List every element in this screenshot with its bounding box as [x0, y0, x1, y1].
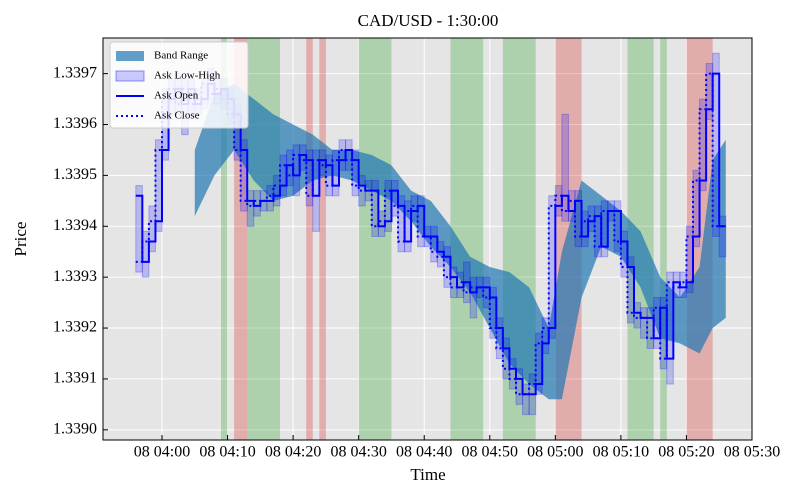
- x-axis-label: Time: [410, 465, 445, 484]
- x-tick-label: 08 04:30: [330, 444, 386, 461]
- band-area: [194, 83, 726, 400]
- legend-swatch: [115, 70, 145, 82]
- plot-frame: [102, 37, 753, 441]
- y-tick-label: 1.3396: [53, 115, 97, 132]
- x-tick-label: 08 05:00: [527, 444, 583, 461]
- x-tick-label: 08 04:50: [462, 444, 518, 461]
- ask-range-box: [469, 276, 478, 319]
- signal-span: [319, 38, 326, 440]
- y-axis-label: Price: [11, 222, 30, 257]
- x-tick-label: 08 04:20: [265, 444, 321, 461]
- x-tick-label: 08 05:30: [724, 444, 780, 461]
- ask-range-box: [561, 113, 569, 222]
- ask-range-box: [522, 383, 530, 416]
- legend-label: Ask Low-High: [154, 70, 221, 82]
- x-tick-label: 08 05:10: [593, 444, 649, 461]
- y-tick-label: 1.3391: [53, 370, 97, 387]
- ask-range-box: [718, 215, 727, 258]
- y-tick-label: 1.3393: [53, 268, 97, 285]
- x-tick-label: 08 04:40: [396, 444, 452, 461]
- y-tick-label: 1.3390: [53, 420, 97, 437]
- x-tick-label: 08 05:20: [658, 444, 714, 461]
- legend-label: Ask Close: [154, 110, 200, 122]
- price-line: [135, 72, 726, 396]
- x-tick-label: 08 04:00: [134, 444, 190, 461]
- signal-span: [660, 38, 667, 440]
- signal-span: [221, 38, 228, 440]
- legend-label: Band Range: [154, 50, 208, 62]
- y-tick-label: 1.3395: [53, 166, 97, 183]
- ask-range-box: [246, 190, 255, 227]
- signal-span: [306, 38, 313, 440]
- y-tick-label: 1.3397: [53, 64, 97, 81]
- y-tick-label: 1.3394: [53, 217, 97, 234]
- legend-swatch: [116, 51, 144, 61]
- chart-title: CAD/USD - 1:30:00: [358, 11, 499, 30]
- y-tick-label: 1.3392: [53, 319, 97, 336]
- legend-box: [109, 41, 249, 129]
- signal-span: [358, 38, 392, 440]
- x-tick-label: 08 04:10: [199, 444, 255, 461]
- legend-label: Ask Open: [154, 90, 199, 102]
